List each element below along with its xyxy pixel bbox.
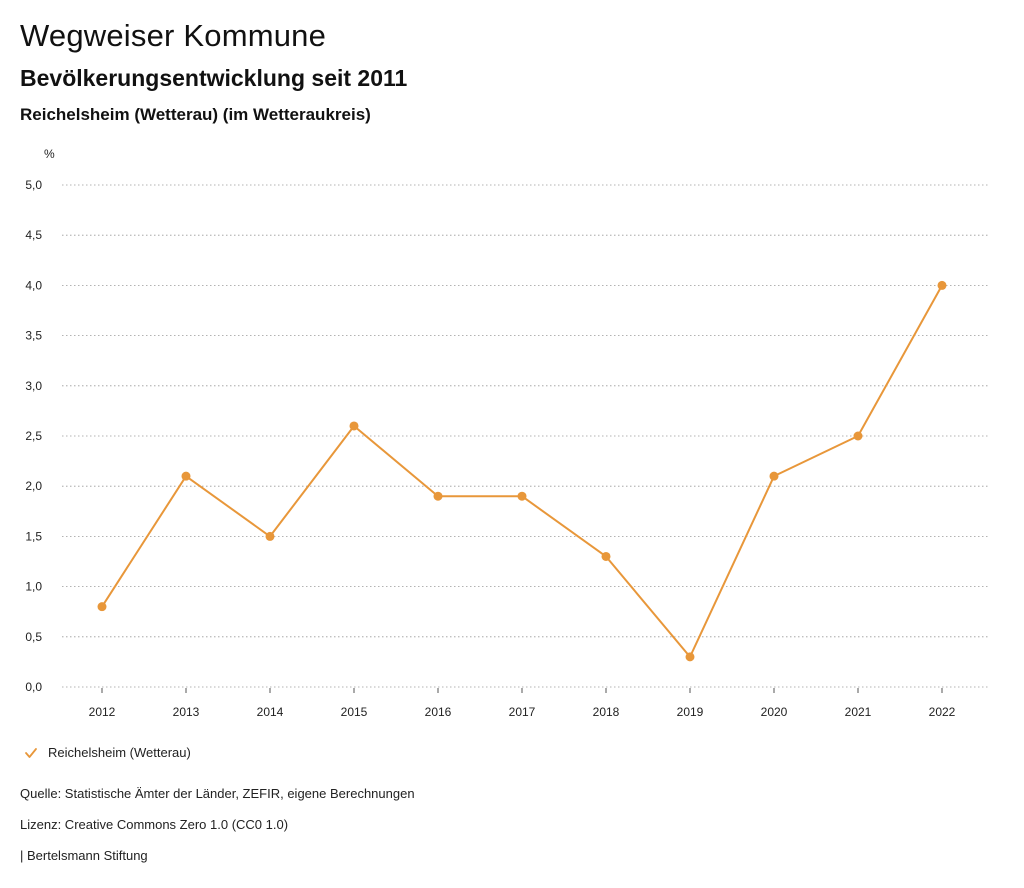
y-tick-label: 3,5 [25, 329, 42, 343]
data-point[interactable] [685, 652, 695, 662]
x-tick-label: 2022 [929, 705, 956, 719]
x-axis: 2012 2013 2014 2015 2016 2017 2018 2019 2020 2021… [89, 688, 956, 719]
grid-lines [62, 184, 990, 688]
y-tick-label: 1,5 [25, 529, 42, 543]
data-point[interactable] [769, 471, 779, 481]
series-reichelsheim[interactable] [97, 280, 947, 662]
location-label: Reichelsheim (Wetterau) (im Wetteraukrei… [20, 105, 371, 124]
y-tick-label: 2,5 [25, 429, 42, 443]
x-tick-label: 2020 [761, 705, 788, 719]
chart-legend[interactable]: Reichelsheim (Wetterau) [24, 745, 191, 760]
data-point[interactable] [433, 491, 443, 501]
x-tick-label: 2017 [509, 705, 536, 719]
y-tick-label: 1,0 [25, 580, 42, 594]
y-tick-label: 4,0 [25, 278, 42, 292]
x-tick-label: 2016 [425, 705, 452, 719]
y-tick-label: 0,5 [25, 630, 42, 644]
data-point[interactable] [181, 471, 191, 481]
data-point[interactable] [601, 551, 611, 561]
publisher-note: | Bertelsmann Stiftung [20, 848, 148, 863]
x-tick-label: 2012 [89, 705, 116, 719]
y-axis: % 0,0 0,5 1,0 1,5 2,0 2,5 3,0 3,5 4,0 4,5 5,0 [25, 147, 55, 694]
y-tick-label: 2,0 [25, 479, 42, 493]
x-tick-label: 2013 [173, 705, 200, 719]
data-point[interactable] [517, 491, 527, 501]
check-icon [25, 747, 37, 758]
x-tick-label: 2015 [341, 705, 368, 719]
series-line [101, 284, 943, 658]
source-note: Quelle: Statistische Ämter der Länder, Z… [20, 786, 415, 801]
y-axis-unit-label: % [44, 147, 55, 161]
data-point[interactable] [349, 421, 359, 431]
x-tick-label: 2018 [593, 705, 620, 719]
y-tick-label: 0,0 [25, 680, 42, 694]
line-chart: % 0,0 0,5 1,0 1,5 2,0 2,5 3,0 3,5 4,0 4,5 5,0 2012… [25, 147, 990, 719]
license-note: Lizenz: Creative Commons Zero 1.0 (CC0 1… [20, 817, 289, 832]
y-tick-label: 5,0 [25, 178, 42, 192]
y-tick-label: 4,5 [25, 228, 42, 242]
data-point[interactable] [97, 602, 107, 612]
legend-label: Reichelsheim (Wetterau) [48, 745, 191, 760]
chart-subtitle: Bevölkerungsentwicklung seit 2011 [20, 65, 408, 91]
data-point[interactable] [853, 431, 863, 441]
data-point[interactable] [937, 280, 947, 290]
y-tick-label: 3,0 [25, 379, 42, 393]
page-title: Wegweiser Kommune [20, 18, 327, 53]
x-tick-label: 2019 [677, 705, 704, 719]
x-tick-label: 2021 [845, 705, 872, 719]
data-point[interactable] [265, 531, 275, 541]
x-tick-label: 2014 [257, 705, 284, 719]
